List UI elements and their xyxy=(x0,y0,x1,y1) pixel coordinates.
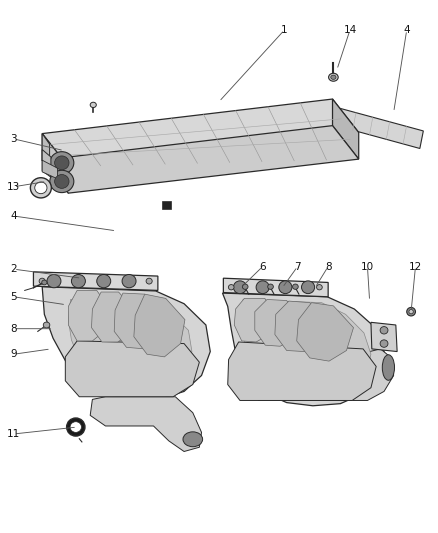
Text: 4: 4 xyxy=(403,25,410,35)
Ellipse shape xyxy=(331,75,336,79)
Text: 2: 2 xyxy=(11,264,17,274)
Polygon shape xyxy=(68,290,110,341)
Ellipse shape xyxy=(35,182,47,193)
Polygon shape xyxy=(33,272,158,290)
Ellipse shape xyxy=(50,170,74,192)
Polygon shape xyxy=(90,397,201,451)
Polygon shape xyxy=(243,300,371,399)
Text: 13: 13 xyxy=(7,182,21,192)
Polygon shape xyxy=(223,293,384,406)
Ellipse shape xyxy=(30,177,51,198)
Polygon shape xyxy=(65,341,199,397)
Ellipse shape xyxy=(71,274,85,288)
Ellipse shape xyxy=(409,310,413,314)
Ellipse shape xyxy=(55,156,69,169)
Polygon shape xyxy=(42,126,359,193)
Polygon shape xyxy=(42,150,51,177)
Ellipse shape xyxy=(380,327,388,334)
Ellipse shape xyxy=(328,73,338,81)
Polygon shape xyxy=(134,294,185,357)
Polygon shape xyxy=(42,160,57,179)
Polygon shape xyxy=(42,99,359,166)
Ellipse shape xyxy=(380,340,388,348)
Ellipse shape xyxy=(70,422,81,432)
Ellipse shape xyxy=(67,418,85,436)
Text: 6: 6 xyxy=(259,262,266,271)
Polygon shape xyxy=(42,134,68,193)
Ellipse shape xyxy=(242,284,248,289)
Text: 4: 4 xyxy=(11,211,17,221)
Ellipse shape xyxy=(407,308,416,316)
Ellipse shape xyxy=(317,285,322,290)
Text: 3: 3 xyxy=(11,134,17,144)
Text: 7: 7 xyxy=(294,262,301,271)
Bar xyxy=(162,201,171,209)
Text: 12: 12 xyxy=(409,262,422,271)
Polygon shape xyxy=(92,292,136,342)
Text: 9: 9 xyxy=(11,349,17,359)
Ellipse shape xyxy=(42,280,47,285)
Ellipse shape xyxy=(233,281,247,294)
Ellipse shape xyxy=(47,274,61,288)
Ellipse shape xyxy=(228,285,234,290)
Ellipse shape xyxy=(55,174,69,188)
Polygon shape xyxy=(297,303,353,361)
Polygon shape xyxy=(42,287,210,399)
Ellipse shape xyxy=(97,274,111,288)
Ellipse shape xyxy=(279,281,292,294)
Ellipse shape xyxy=(90,102,96,108)
Ellipse shape xyxy=(268,284,273,289)
Text: 14: 14 xyxy=(343,25,357,35)
Polygon shape xyxy=(234,298,275,342)
Polygon shape xyxy=(228,342,376,400)
Ellipse shape xyxy=(256,281,269,294)
Polygon shape xyxy=(275,301,326,352)
Text: 1: 1 xyxy=(281,25,288,35)
Ellipse shape xyxy=(301,281,314,294)
Ellipse shape xyxy=(146,278,152,284)
Polygon shape xyxy=(68,300,192,391)
Text: 11: 11 xyxy=(7,429,21,439)
Ellipse shape xyxy=(43,322,50,328)
Polygon shape xyxy=(42,134,49,169)
Text: 10: 10 xyxy=(361,262,374,271)
Text: 8: 8 xyxy=(325,262,332,271)
Ellipse shape xyxy=(50,152,74,174)
Polygon shape xyxy=(255,300,300,346)
Polygon shape xyxy=(336,108,424,149)
Text: 5: 5 xyxy=(11,292,17,302)
Ellipse shape xyxy=(293,284,298,289)
Polygon shape xyxy=(114,293,164,349)
Ellipse shape xyxy=(382,355,395,380)
Ellipse shape xyxy=(122,274,136,288)
Ellipse shape xyxy=(183,432,203,447)
Text: 8: 8 xyxy=(11,324,17,334)
Polygon shape xyxy=(332,99,359,159)
Ellipse shape xyxy=(39,278,45,284)
Polygon shape xyxy=(371,322,397,352)
Polygon shape xyxy=(223,278,328,297)
Polygon shape xyxy=(258,349,394,400)
